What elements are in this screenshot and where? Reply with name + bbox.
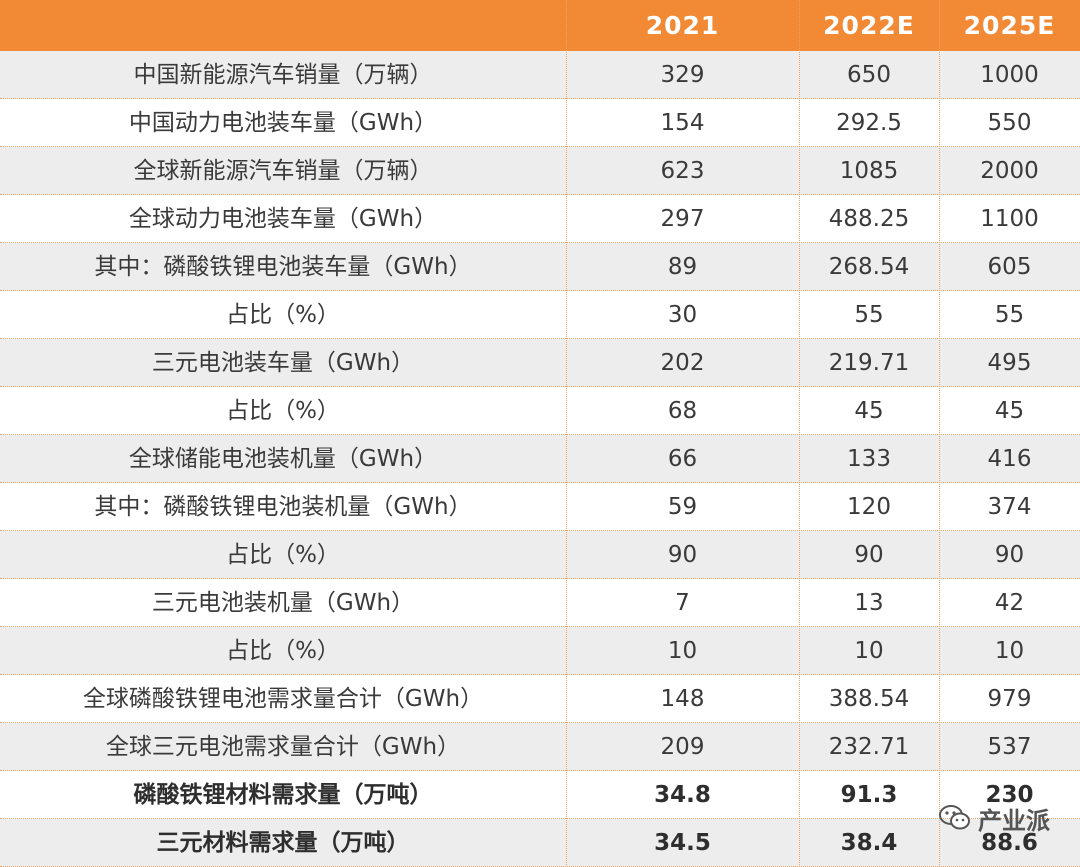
table-row: 三元电池装机量（GWh） 7 13 42 <box>0 579 1080 627</box>
value-2021-cell: 209 <box>660 734 705 760</box>
row-label-cell: 中国新能源汽车销量（万辆） <box>133 62 433 88</box>
value-2021-cell: 34.5 <box>654 830 711 856</box>
value-2021-cell: 90 <box>667 542 698 568</box>
value-2021-cell: 148 <box>660 686 705 712</box>
value-2022e-cell: 55 <box>854 302 884 328</box>
table-row: 中国动力电池装车量（GWh） 154 292.5 550 <box>0 99 1080 147</box>
value-2021-cell: 10 <box>667 638 698 664</box>
value-2021-cell: 66 <box>667 446 698 472</box>
column-divider <box>799 0 800 865</box>
value-2022e-cell: 488.25 <box>828 206 910 232</box>
value-2022e-cell: 650 <box>847 62 891 88</box>
row-label-cell: 占比（%） <box>226 398 340 424</box>
row-label-cell: 其中：磷酸铁锂电池装机量（GWh） <box>94 494 472 520</box>
row-label-cell: 全球动力电池装车量（GWh） <box>128 206 438 232</box>
value-2022e-cell: 90 <box>854 542 884 568</box>
row-label-cell: 三元电池装车量（GWh） <box>151 350 415 376</box>
value-2022e-cell: 38.4 <box>840 830 898 856</box>
row-label-cell: 全球储能电池装机量（GWh） <box>128 446 438 472</box>
table-row: 磷酸铁锂材料需求量（万吨） 34.8 91.3 230 <box>0 771 1080 819</box>
value-2025e-cell: 537 <box>987 734 1032 760</box>
table-row: 中国新能源汽车销量（万辆） 329 650 1000 <box>0 51 1080 99</box>
value-2025e-cell: 550 <box>987 110 1032 136</box>
table-row: 三元电池装车量（GWh） 202 219.71 495 <box>0 339 1080 387</box>
row-label-cell: 全球磷酸铁锂电池需求量合计（GWh） <box>82 686 484 712</box>
value-2021-cell: 7 <box>675 590 690 616</box>
value-2025e-cell: 416 <box>987 446 1032 472</box>
value-2022e-cell: 292.5 <box>836 110 902 136</box>
value-2022e-cell: 232.71 <box>828 734 910 760</box>
wechat-icon <box>939 805 970 830</box>
row-label-cell: 磷酸铁锂材料需求量（万吨） <box>133 782 433 808</box>
value-2022e-cell: 91.3 <box>840 782 898 808</box>
table-row: 全球动力电池装车量（GWh） 297 488.25 1100 <box>0 195 1080 243</box>
value-2025e-cell: 55 <box>994 302 1025 328</box>
value-2025e-cell: 230 <box>985 782 1034 808</box>
table-row: 全球新能源汽车销量（万辆） 623 1085 2000 <box>0 147 1080 195</box>
value-2021-cell: 202 <box>660 350 705 376</box>
value-2021-cell: 329 <box>660 62 705 88</box>
value-2025e-cell: 1000 <box>980 62 1039 88</box>
value-2021-cell: 89 <box>667 254 698 280</box>
value-2021-cell: 30 <box>667 302 698 328</box>
value-2025e-cell: 495 <box>987 350 1032 376</box>
row-label-cell: 全球新能源汽车销量（万辆） <box>133 158 433 184</box>
value-2025e-cell: 605 <box>987 254 1032 280</box>
row-label-cell: 占比（%） <box>226 542 340 568</box>
value-2022e-cell: 133 <box>847 446 891 472</box>
row-label-cell: 占比（%） <box>226 638 340 664</box>
row-label-cell: 全球三元电池需求量合计（GWh） <box>105 734 461 760</box>
value-2025e-cell: 2000 <box>980 158 1039 184</box>
value-2022e-cell: 219.71 <box>828 350 910 376</box>
header-cell-2022e: 2022E <box>823 11 915 40</box>
value-2022e-cell: 268.54 <box>828 254 910 280</box>
row-label-cell: 占比（%） <box>226 302 340 328</box>
table-row: 全球磷酸铁锂电池需求量合计（GWh） 148 388.54 979 <box>0 675 1080 723</box>
value-2021-cell: 297 <box>660 206 705 232</box>
table-row: 占比（%） 10 10 10 <box>0 627 1080 675</box>
row-label-cell: 三元材料需求量（万吨） <box>156 830 410 856</box>
value-2021-cell: 59 <box>667 494 698 520</box>
value-2025e-cell: 88.6 <box>981 830 1038 856</box>
header-cell-label <box>0 0 566 51</box>
row-label-cell: 三元电池装机量（GWh） <box>151 590 415 616</box>
table-row: 三元材料需求量（万吨） 34.5 38.4 88.6 <box>0 819 1080 867</box>
table-row: 其中：磷酸铁锂电池装车量（GWh） 89 268.54 605 <box>0 243 1080 291</box>
value-2022e-cell: 120 <box>847 494 891 520</box>
header-cell-2025e: 2025E <box>963 11 1056 40</box>
value-2025e-cell: 1100 <box>980 206 1039 232</box>
column-divider <box>939 0 940 865</box>
header-cell-2021: 2021 <box>645 11 720 40</box>
table-row: 全球储能电池装机量（GWh） 66 133 416 <box>0 435 1080 483</box>
watermark: 产业派 <box>938 798 1050 838</box>
value-2022e-cell: 10 <box>854 638 884 664</box>
value-2025e-cell: 42 <box>994 590 1025 616</box>
value-2021-cell: 623 <box>660 158 705 184</box>
row-label-cell: 中国动力电池装车量（GWh） <box>128 110 438 136</box>
table-row: 占比（%） 90 90 90 <box>0 531 1080 579</box>
value-2025e-cell: 45 <box>994 398 1025 424</box>
table-row: 占比（%） 68 45 45 <box>0 387 1080 435</box>
watermark-text: 产业派 <box>978 806 1050 835</box>
table-row: 其中：磷酸铁锂电池装机量（GWh） 59 120 374 <box>0 483 1080 531</box>
value-2022e-cell: 45 <box>854 398 884 424</box>
column-divider <box>566 0 567 865</box>
value-2025e-cell: 979 <box>987 686 1032 712</box>
value-2022e-cell: 388.54 <box>828 686 910 712</box>
value-2025e-cell: 374 <box>987 494 1032 520</box>
value-2022e-cell: 13 <box>854 590 884 616</box>
table-row: 占比（%） 30 55 55 <box>0 291 1080 339</box>
value-2025e-cell: 10 <box>994 638 1025 664</box>
table-row: 全球三元电池需求量合计（GWh） 209 232.71 537 <box>0 723 1080 771</box>
value-2021-cell: 68 <box>667 398 698 424</box>
table-header: 2021 2022E 2025E <box>0 0 1080 51</box>
value-2022e-cell: 1085 <box>839 158 899 184</box>
value-2021-cell: 154 <box>660 110 705 136</box>
row-label-cell: 其中：磷酸铁锂电池装车量（GWh） <box>94 254 472 280</box>
value-2025e-cell: 90 <box>994 542 1025 568</box>
value-2021-cell: 34.8 <box>654 782 711 808</box>
